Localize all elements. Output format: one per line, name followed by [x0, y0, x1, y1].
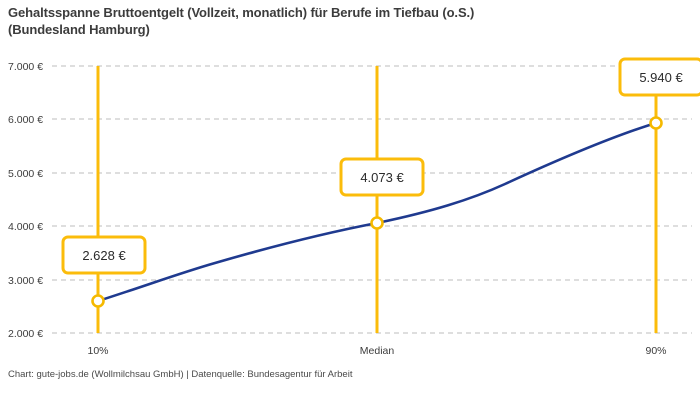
callout-label-90-percent: 5.940 €	[639, 70, 683, 85]
chart-title-line2: (Bundesland Hamburg)	[8, 22, 150, 37]
y-tick-label-3000: 3.000 €	[8, 275, 43, 287]
y-axis-labels: 7.000 € 6.000 € 5.000 € 4.000 € 3.000 € …	[8, 61, 43, 340]
data-point-markers	[91, 116, 663, 308]
callout-90-percent: 5.940 €	[618, 57, 700, 97]
value-stems	[96, 66, 658, 333]
callout-box-median	[339, 157, 425, 197]
x-axis-labels: 10% Median 90%	[87, 345, 666, 357]
x-tick-label-90-percent: 90%	[645, 345, 666, 357]
chart-title-line1: Gehaltsspanne Bruttoentgelt (Vollzeit, m…	[8, 5, 475, 20]
chart-footer: Chart: gute-jobs.de (Wollmilchsau GmbH) …	[8, 369, 353, 380]
y-tick-label-2000: 2.000 €	[8, 328, 43, 340]
marker-90-percent[interactable]	[649, 116, 663, 130]
callout-box-90-percent	[618, 57, 700, 97]
x-tick-label-10-percent: 10%	[87, 345, 108, 357]
y-tick-label-6000: 6.000 €	[8, 114, 43, 126]
callout-box-10-percent	[61, 235, 147, 275]
marker-10-percent[interactable]	[91, 294, 105, 308]
callout-label-10-percent: 2.628 €	[82, 248, 126, 263]
x-tick-label-median: Median	[360, 345, 395, 357]
y-tick-label-7000: 7.000 €	[8, 61, 43, 73]
callout-label-median: 4.073 €	[360, 170, 404, 185]
chart-title: Gehaltsspanne Bruttoentgelt (Vollzeit, m…	[8, 4, 668, 38]
callout-10-percent: 2.628 €	[61, 235, 147, 275]
y-tick-label-4000: 4.000 €	[8, 221, 43, 233]
marker-median[interactable]	[370, 216, 384, 230]
y-tick-label-5000: 5.000 €	[8, 168, 43, 180]
gridlines	[52, 65, 692, 334]
callout-median: 4.073 €	[339, 157, 425, 197]
